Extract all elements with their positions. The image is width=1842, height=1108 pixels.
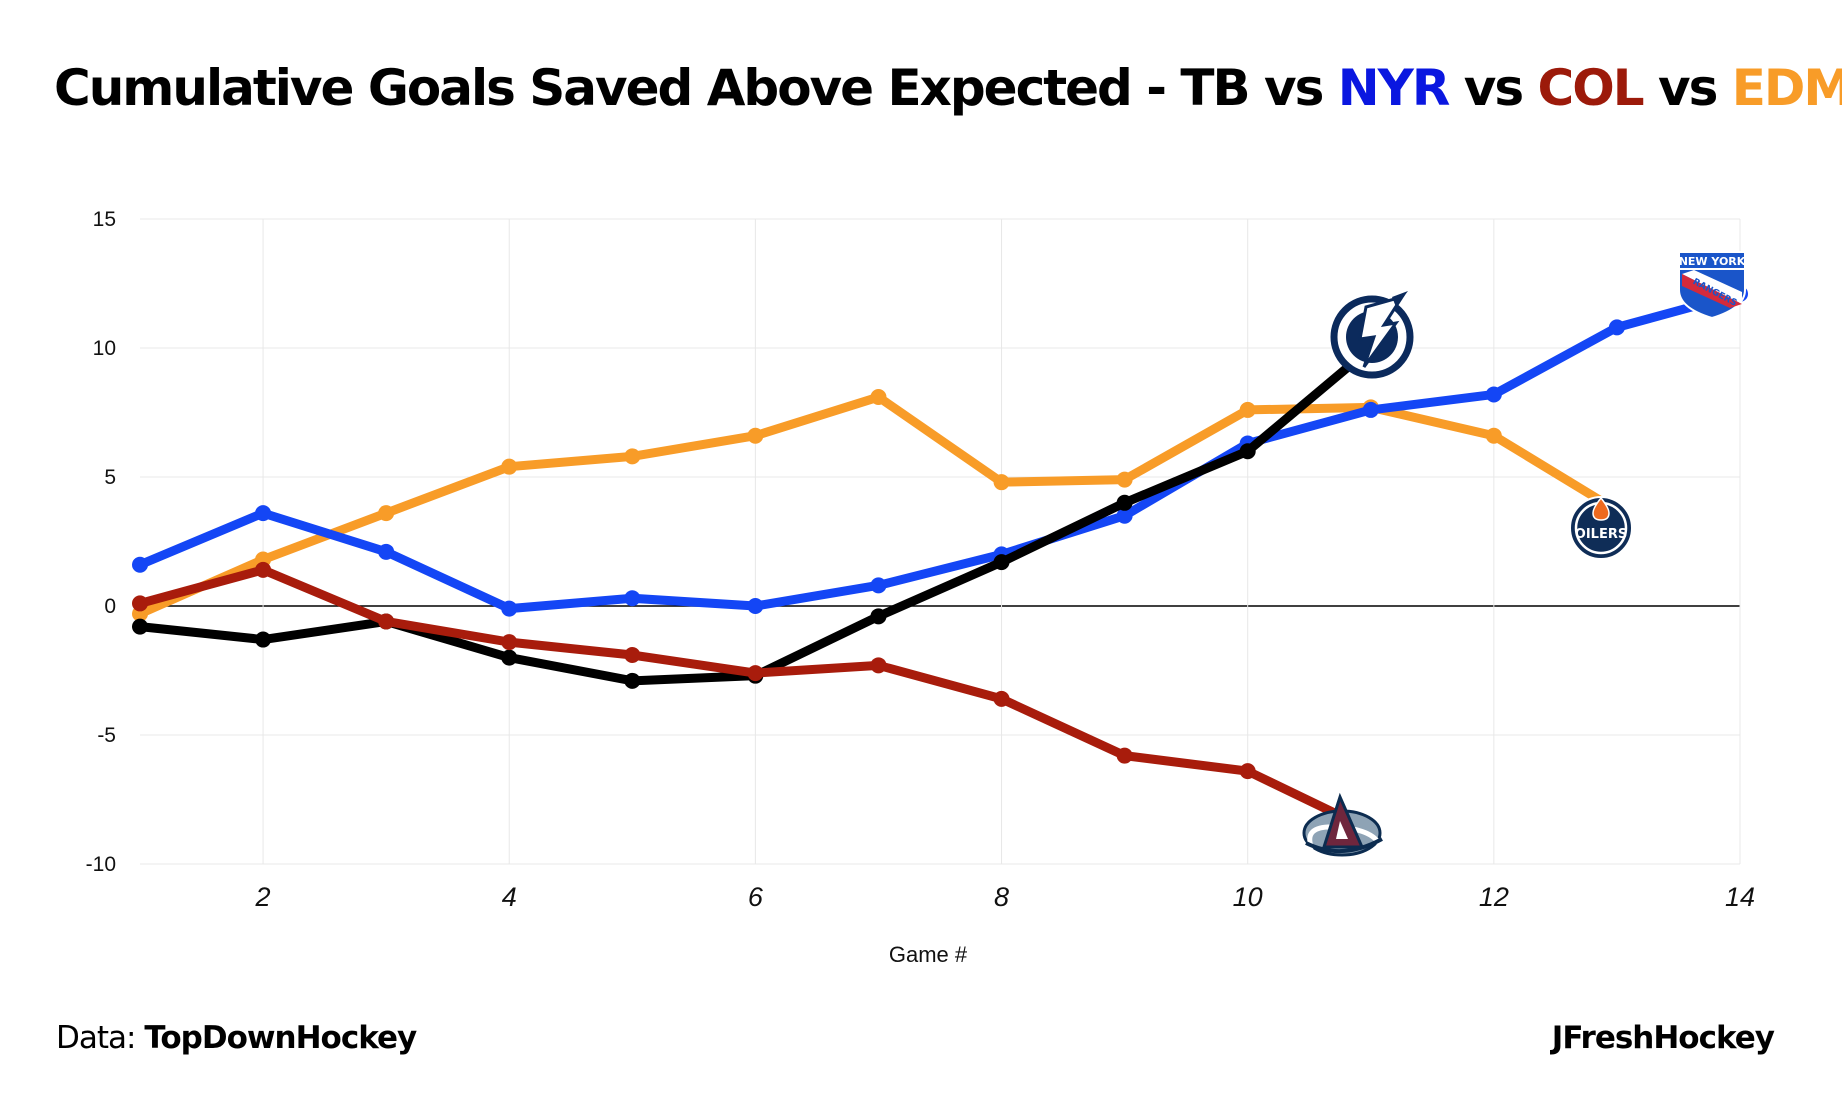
x-tick-label: 6 [748, 882, 764, 912]
data-point-nyr [132, 556, 148, 573]
nyr-logo-icon: NEW YORK RANGERS [1678, 251, 1746, 320]
grid-lines [140, 218, 1741, 865]
x-tick-label: 12 [1479, 882, 1509, 912]
y-tick-label: 5 [104, 466, 116, 489]
data-point-tb [132, 618, 148, 635]
y-tick-label: -10 [86, 853, 116, 876]
data-source-label: Data: [56, 1020, 145, 1056]
x-tick-label: 14 [1725, 882, 1755, 912]
y-tick-label: 10 [93, 337, 116, 360]
y-tick-label: 0 [104, 595, 116, 618]
title-vs-2: vs [1642, 59, 1732, 117]
data-point-tb [1239, 443, 1256, 460]
title-team-edm: EDM [1731, 59, 1842, 117]
data-source-credit: Data: TopDownHockey [56, 1020, 417, 1056]
data-point-nyr [1362, 401, 1379, 418]
title-vs-1: vs [1448, 59, 1538, 117]
y-tick-label: 15 [93, 208, 116, 231]
data-point-edm [1239, 401, 1256, 418]
line-chart: 15 10 5 0 -5 -10 2 4 6 8 10 12 14 Game # NEW YORK R… [86, 208, 1755, 967]
data-point-nyr [501, 600, 518, 617]
data-point-nyr [255, 505, 272, 522]
data-point-nyr [378, 543, 395, 560]
x-tick-label: 2 [255, 882, 271, 912]
nyr-logo-text-1: NEW YORK [1679, 255, 1746, 268]
title-team-nyr: NYR [1337, 59, 1451, 117]
tb-logo-icon [1330, 291, 1414, 379]
data-point-edm [870, 389, 887, 406]
data-point-col [747, 665, 764, 682]
data-point-edm [1485, 427, 1502, 444]
data-point-tb [993, 554, 1010, 571]
data-point-nyr [1608, 319, 1625, 336]
y-axis-ticks: 15 10 5 0 -5 -10 [86, 208, 116, 876]
col-logo-icon [1302, 792, 1383, 857]
data-point-col [255, 561, 272, 578]
data-point-nyr [624, 590, 641, 607]
data-point-tb [501, 649, 518, 666]
data-point-col [378, 613, 395, 630]
x-tick-label: 8 [994, 882, 1009, 912]
data-point-edm [378, 505, 395, 522]
x-tick-label: 10 [1233, 882, 1263, 912]
data-point-nyr [870, 577, 887, 594]
data-point-edm [624, 448, 641, 465]
edm-logo-icon: OILERS [1569, 496, 1633, 560]
chart-title: Cumulative Goals Saved Above Expected - … [54, 48, 1842, 128]
data-point-col [1239, 763, 1256, 780]
title-prefix: Cumulative Goals Saved Above Expected - … [54, 59, 1338, 117]
series-line-nyr [135, 289, 1745, 614]
title-team-col: COL [1537, 59, 1645, 117]
edm-logo-text: OILERS [1575, 527, 1627, 542]
data-point-col [501, 634, 518, 651]
series-lines [132, 285, 1748, 839]
data-point-nyr [747, 598, 764, 614]
data-point-edm [747, 427, 764, 444]
series-nyr [132, 285, 1748, 617]
data-point-tb [870, 608, 887, 625]
data-point-nyr [1116, 507, 1133, 524]
data-point-tb [1116, 494, 1133, 511]
data-point-col [993, 690, 1010, 707]
data-point-edm [1116, 471, 1133, 488]
y-tick-label: -5 [97, 724, 116, 747]
x-tick-label: 4 [502, 882, 517, 912]
data-point-nyr [1485, 386, 1502, 403]
data-point-col [870, 657, 887, 674]
x-axis-ticks: 2 4 6 8 10 12 14 [255, 882, 1755, 912]
data-point-col [1116, 747, 1133, 764]
data-point-col [132, 595, 148, 612]
data-point-tb [624, 672, 641, 689]
data-point-tb [255, 631, 272, 648]
data-source-name: TopDownHockey [144, 1020, 417, 1056]
data-point-edm [993, 474, 1010, 491]
data-point-edm [501, 458, 518, 475]
author-credit: JFreshHockey [1551, 1020, 1775, 1056]
data-point-col [624, 647, 641, 664]
x-axis-label: Game # [889, 942, 968, 967]
